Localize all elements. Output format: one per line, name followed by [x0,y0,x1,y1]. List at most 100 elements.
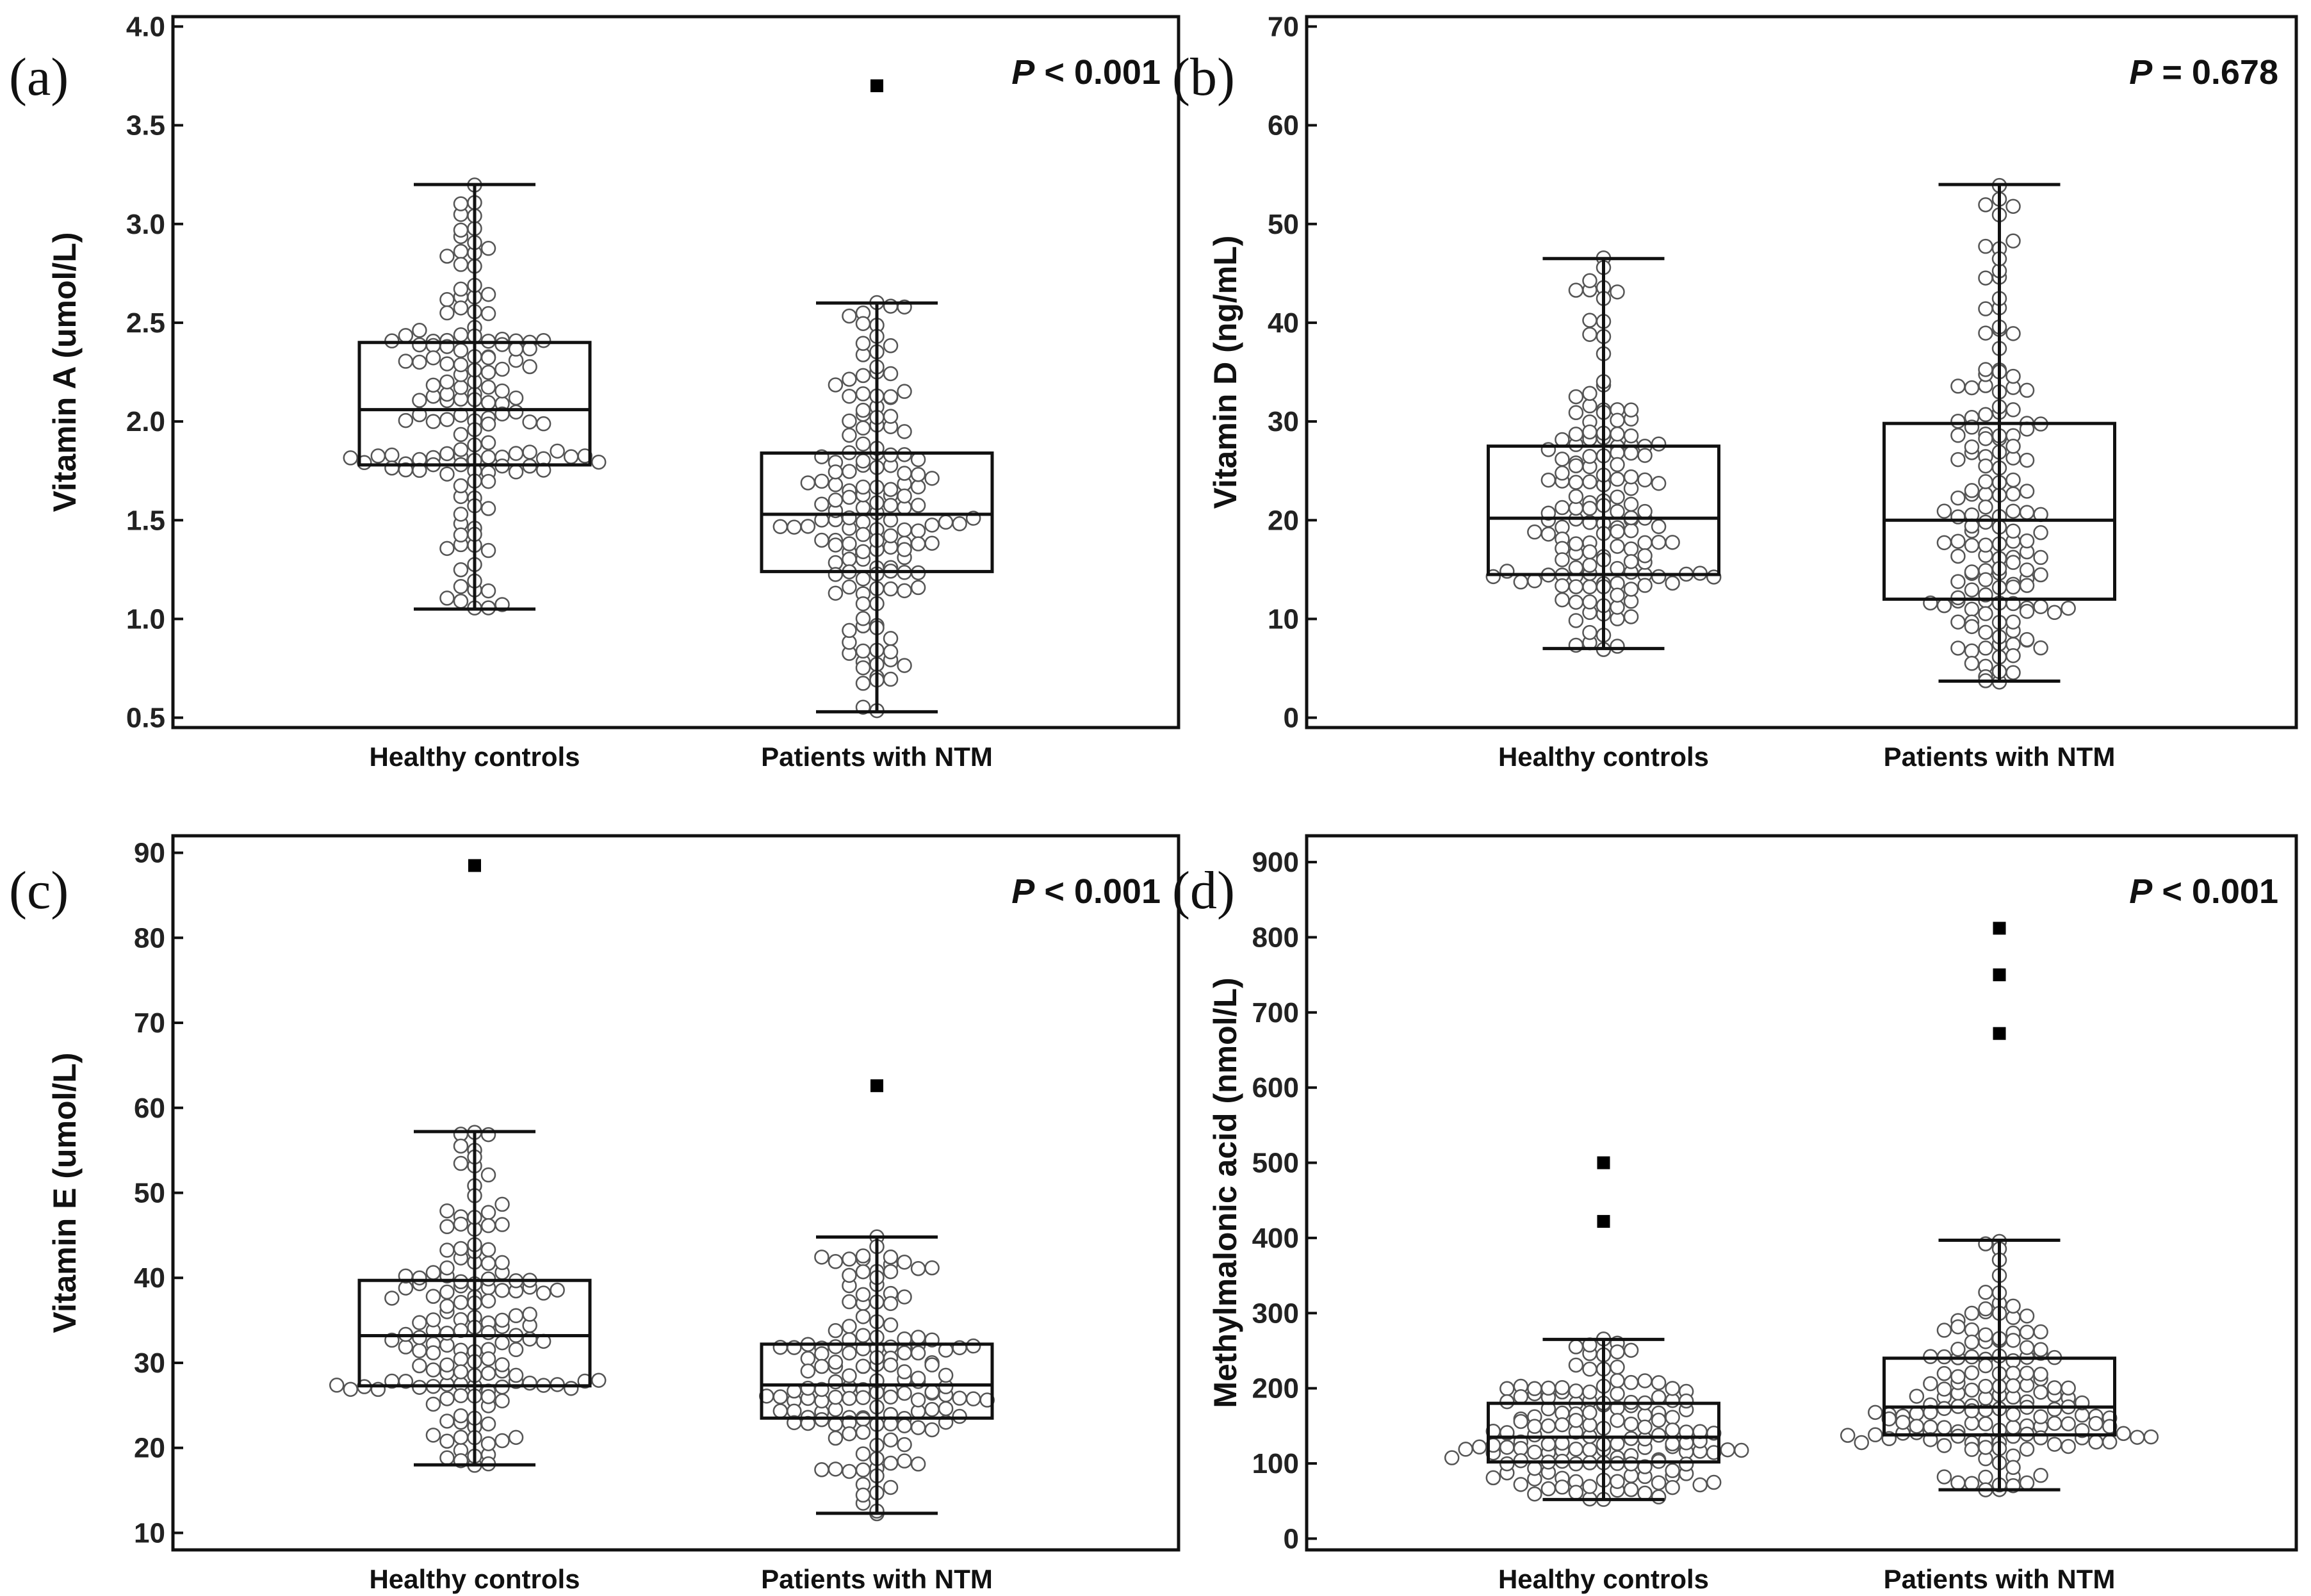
data-point [828,1462,844,1477]
data-point [1623,523,1639,539]
data-point [2046,1415,2062,1431]
data-point [1568,427,1584,442]
data-point [910,580,926,596]
data-point [2005,368,2021,384]
data-point [897,1437,912,1453]
data-point [1582,1479,1597,1494]
data-point [800,1351,816,1366]
data-point [480,305,496,322]
outlier-marker [870,1079,883,1093]
data-point [2102,1419,2118,1435]
data-point [1527,1419,1542,1434]
p-value-text: < 0.001 [1034,872,1161,911]
data-point [577,448,592,464]
outlier-marker [1993,968,2006,982]
data-point [910,1345,926,1361]
iqr-box [1487,444,1720,576]
data-point [453,1408,469,1424]
data-point [1582,1442,1597,1458]
data-point [855,544,871,560]
data-point [439,1203,455,1219]
data-point [480,1217,496,1234]
category-label: Healthy controls [369,1564,580,1594]
data-point [814,1358,829,1374]
data-point [508,446,524,461]
data-point [1568,579,1584,594]
data-point [343,450,359,466]
data-point [897,424,912,439]
y-tick-label: 700 [1252,997,1299,1029]
data-point [494,1217,510,1232]
data-point [1978,1469,1993,1485]
data-point [842,413,857,429]
data-point [439,1357,455,1373]
data-point [1978,270,1993,286]
data-point [814,532,829,548]
data-point [494,1335,510,1351]
data-point [1568,1441,1584,1457]
iqr-box [1882,1356,2116,1437]
data-point [2005,665,2021,680]
data-point [842,1463,857,1479]
data-point [883,644,899,660]
data-point [453,593,469,609]
data-point [591,454,607,470]
data-point [1978,1301,1993,1317]
data-point [1555,432,1570,448]
data-point [897,1289,912,1305]
data-point [1582,424,1597,440]
data-point [1568,594,1584,610]
data-point [924,1384,940,1400]
data-point [2019,1324,2035,1340]
data-point [1964,643,1980,659]
data-point [2019,578,2035,593]
data-point [2088,1415,2103,1431]
data-point [2005,1460,2021,1476]
data-point [883,528,899,544]
data-point [910,452,926,468]
data-point [897,488,912,504]
data-point [1499,1394,1515,1410]
data-point [480,583,496,599]
iqr-box [357,1278,592,1388]
data-point [759,1388,774,1404]
data-point [2005,1419,2021,1435]
y-tick-label: 2.0 [126,406,165,437]
y-tick-label: 40 [134,1262,165,1294]
y-tick-label: 500 [1252,1148,1299,1179]
data-point [1692,1477,1708,1493]
data-point [1499,1456,1515,1472]
data-point [425,1312,441,1328]
data-point [1555,500,1570,516]
data-point [563,449,579,464]
y-tick-label: 70 [1268,11,1299,42]
data-point [1568,1383,1584,1399]
data-point [439,248,455,264]
data-point [910,1392,926,1408]
data-point [494,1255,510,1271]
data-point [2046,605,2062,621]
data-point [1665,575,1680,591]
y-tick-label: 10 [1268,603,1299,635]
data-point [1950,1319,1966,1335]
data-point [2061,600,2076,616]
data-point [1978,407,1993,423]
y-axis-label: Methylmalonic acid (nmol/L) [1207,977,1243,1408]
data-point [855,453,871,469]
data-point [1610,457,1625,473]
data-point [508,1342,524,1358]
data-point [425,1345,441,1361]
outlier-marker [1597,1215,1610,1228]
data-point [508,404,524,420]
data-point [1637,1485,1653,1501]
data-point [480,1416,496,1432]
y-tick-label: 20 [1268,505,1299,536]
data-point [2005,326,2021,341]
data-point [439,1391,455,1406]
y-tick-label: 400 [1252,1223,1299,1254]
data-point [1568,405,1584,421]
data-point [439,446,455,462]
data-point [842,1294,857,1310]
data-point [1637,535,1653,551]
data-point [1964,601,1980,617]
